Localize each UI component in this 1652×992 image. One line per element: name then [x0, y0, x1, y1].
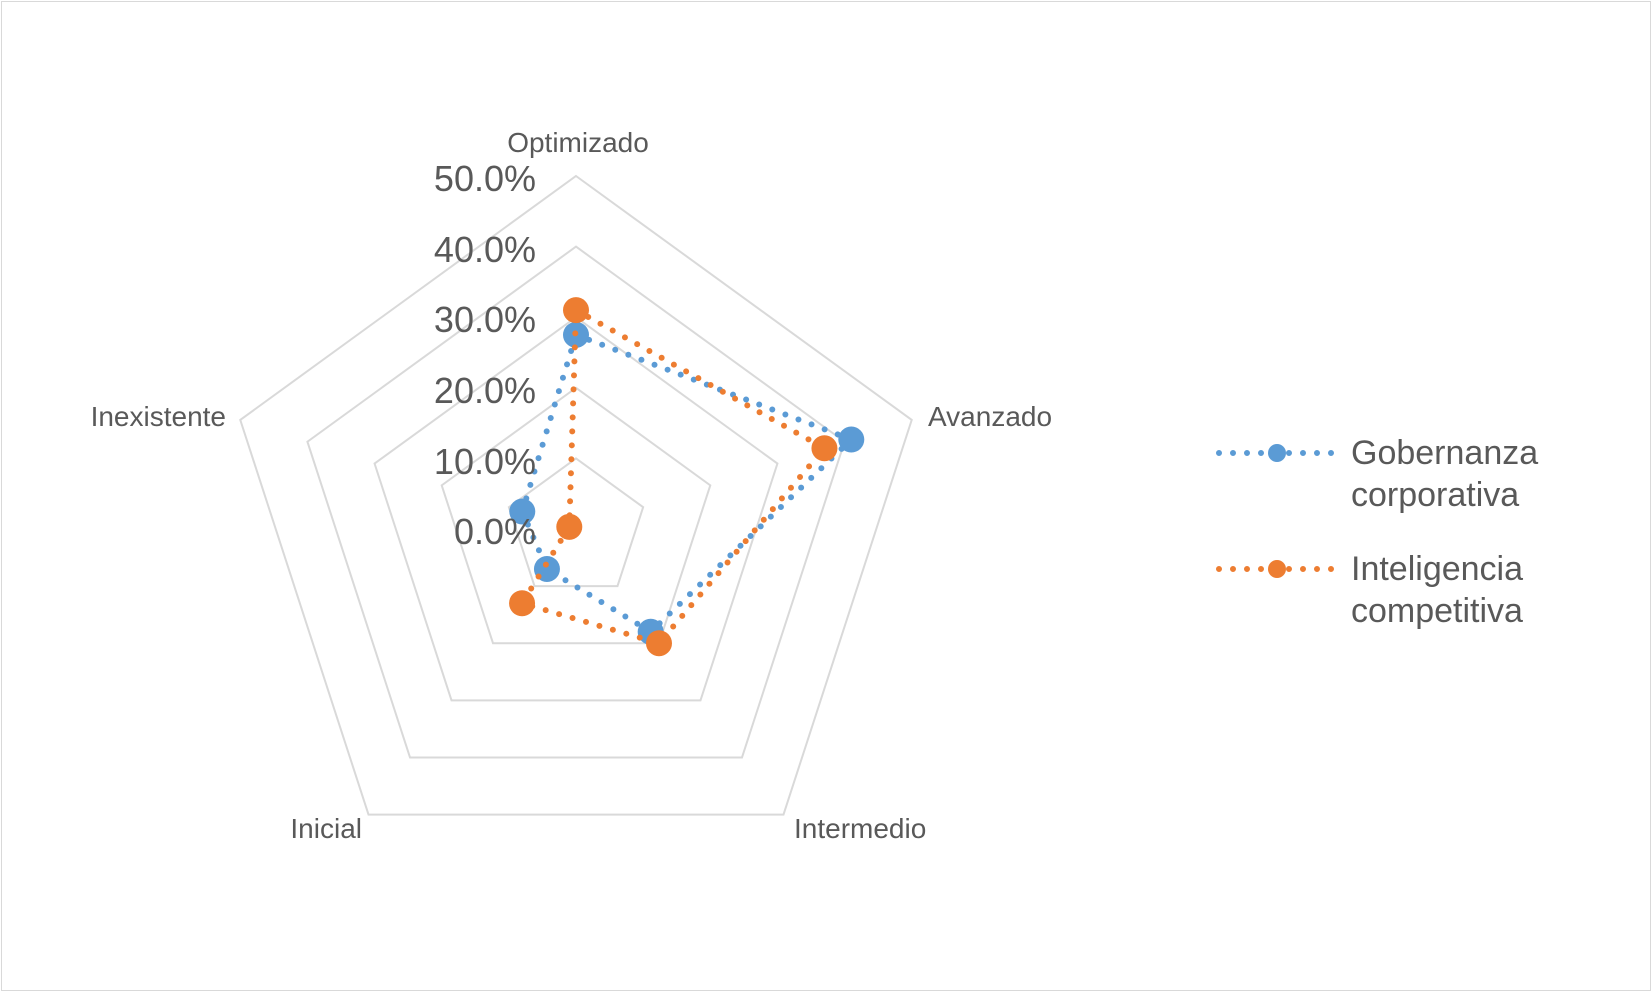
point-series-1-optimizado[interactable]: [563, 297, 589, 324]
legend-marker-gobernanza: [1268, 444, 1286, 462]
axis-label-inicial: Inicial: [290, 813, 362, 844]
tick-label-10: 10.0%: [434, 441, 536, 482]
legend: Gobernanza corporativa Inteligencia comp…: [1216, 434, 1538, 630]
axis-label-inexistente: Inexistente: [91, 401, 226, 432]
point-series-1-inexistente[interactable]: [556, 513, 583, 540]
point-series-1-inicial[interactable]: [509, 590, 536, 617]
series-line-0: [519, 330, 857, 636]
axis-label-avanzado: Avanzado: [928, 401, 1052, 432]
series-1: [509, 297, 838, 657]
legend-label-inteligencia-line1: Inteligencia: [1351, 550, 1523, 588]
legend-label-gobernanza-line1: Gobernanza: [1351, 434, 1538, 472]
tick-label-40: 40.0%: [434, 229, 536, 270]
series-layer: [509, 297, 865, 657]
legend-item-gobernanza[interactable]: Gobernanza corporativa: [1216, 434, 1538, 514]
point-series-0-inexistente[interactable]: [509, 498, 536, 525]
series-line-1: [517, 305, 830, 647]
legend-item-inteligencia[interactable]: Inteligencia competitiva: [1216, 550, 1523, 630]
axis-label-optimizado: Optimizado: [507, 127, 649, 158]
grid-ring-50: [239, 174, 913, 816]
grid-ring-40: [306, 245, 846, 759]
point-series-1-intermedio[interactable]: [645, 630, 672, 657]
grid-ring-20: [440, 386, 712, 645]
tick-label-50: 50.0%: [434, 158, 536, 199]
radar-grid: [239, 174, 913, 816]
axis-label-intermedio: Intermedio: [794, 813, 926, 844]
tick-label-20: 20.0%: [434, 370, 536, 411]
tick-label-0: 0.0%: [454, 511, 536, 552]
point-series-0-avanzado[interactable]: [838, 426, 865, 453]
grid-ring-30: [373, 315, 779, 702]
legend-label-inteligencia-line2: competitiva: [1351, 592, 1523, 630]
legend-label-gobernanza-line2: corporativa: [1351, 476, 1519, 514]
point-series-1-avanzado[interactable]: [811, 435, 838, 462]
tick-label-30: 30.0%: [434, 299, 536, 340]
legend-marker-inteligencia: [1268, 560, 1286, 578]
